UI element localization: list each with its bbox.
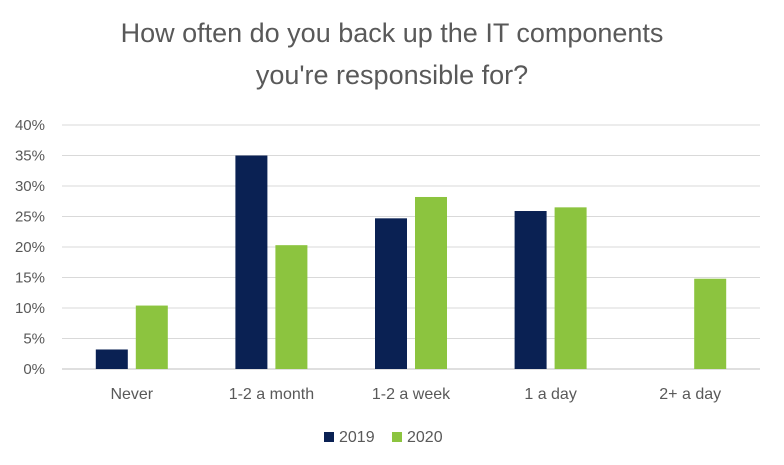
chart-title-line-1: How often do you back up the IT componen… bbox=[120, 18, 664, 48]
x-axis-categories: Never 1-2 a month 1-2 a week 1 a day 2+ a da… bbox=[110, 386, 721, 403]
bar-2020-2 bbox=[275, 245, 308, 369]
legend: 2019 2020 bbox=[324, 429, 443, 446]
y-tick-label: 5% bbox=[23, 331, 45, 348]
y-tick-label: 20% bbox=[15, 239, 45, 256]
x-category-label: 1 a day bbox=[524, 386, 576, 403]
legend-swatch-2019 bbox=[324, 432, 334, 442]
y-tick-label: 10% bbox=[15, 300, 45, 317]
bars bbox=[95, 155, 727, 369]
y-tick-label: 15% bbox=[15, 270, 45, 287]
legend-swatch-2020 bbox=[392, 432, 402, 442]
bar-2020-1 bbox=[135, 305, 168, 369]
y-tick-label: 40% bbox=[15, 117, 45, 134]
x-category-label: 2+ a day bbox=[659, 386, 721, 403]
bar-2019-1 bbox=[95, 349, 128, 369]
x-category-label: 1-2 a week bbox=[372, 386, 451, 403]
bar-2020-3 bbox=[415, 196, 447, 369]
chart-title: How often do you back up the IT componen… bbox=[0, 12, 784, 96]
bar-2019-3 bbox=[375, 218, 407, 369]
y-tick-label: 25% bbox=[15, 209, 45, 226]
y-tick-label: 0% bbox=[23, 361, 45, 378]
x-category-label: 1-2 a month bbox=[229, 386, 314, 403]
y-tick-label: 30% bbox=[15, 178, 45, 195]
y-axis-ticks: 0% 5% 10% 15% 20% 25% 30% 35% 40% bbox=[15, 117, 45, 378]
bar-2019-2 bbox=[235, 155, 268, 369]
bar-2020-4 bbox=[554, 207, 587, 369]
bar-2019-4 bbox=[514, 211, 547, 369]
legend-label-2019: 2019 bbox=[339, 429, 375, 446]
x-category-label: Never bbox=[110, 386, 153, 403]
bar-2020-5 bbox=[694, 278, 727, 369]
chart-title-line-2: you're responsible for? bbox=[255, 60, 529, 90]
gridlines bbox=[62, 124, 760, 370]
legend-label-2020: 2020 bbox=[407, 429, 443, 446]
y-tick-label: 35% bbox=[15, 148, 45, 165]
